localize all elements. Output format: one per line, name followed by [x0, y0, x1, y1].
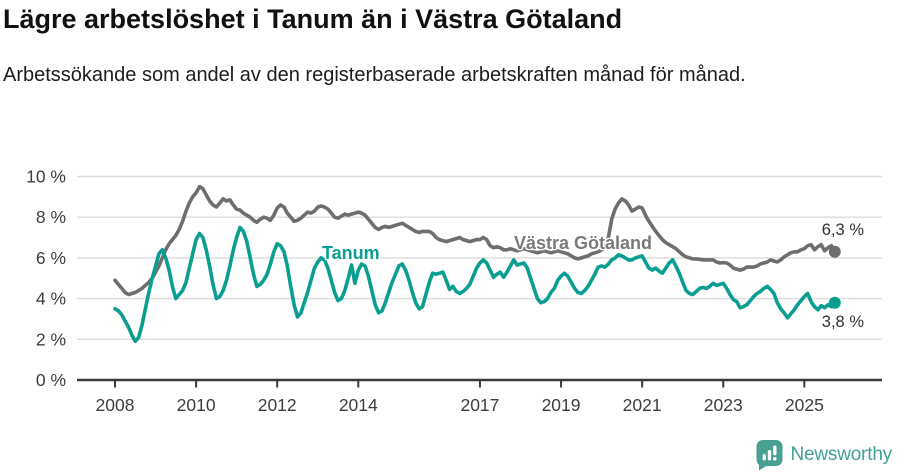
x-tick-label: 2017 [460, 395, 499, 415]
series-line-v-stra-g-taland [113, 184, 837, 297]
newsworthy-logo-icon [756, 440, 783, 471]
gridlines [77, 175, 882, 382]
series-label-vastra-gotaland: Västra Götaland [514, 233, 653, 253]
end-value-vastra-gotaland: 6,3 % [821, 221, 864, 239]
x-axis: 2008 2010 2012 2014 2017 2019 2021 2023 2025 [96, 380, 824, 415]
y-axis-labels: 0 % 2 % 4 % 6 % 8 % 10 % [26, 167, 66, 391]
end-value-tanum: 3,8 % [821, 313, 864, 331]
chart-subtitle: Arbetssökande som andel av den registerb… [3, 64, 746, 86]
y-tick-label: 8 % [36, 207, 66, 227]
x-tick-label: 2023 [704, 395, 743, 415]
x-tick-label: 2019 [542, 395, 581, 415]
newsworthy-brand-name: Newsworthy [790, 444, 893, 465]
end-dot-tanum [828, 296, 841, 309]
series-line-tanum [113, 225, 837, 344]
end-dot-v-stra-g-taland [828, 245, 841, 258]
x-tick-label: 2014 [339, 395, 378, 415]
newsworthy-branding: Newsworthy [755, 439, 892, 471]
y-tick-label: 4 % [36, 289, 66, 309]
series-lines [113, 184, 837, 344]
x-tick-label: 2021 [623, 395, 662, 415]
y-tick-label: 2 % [36, 329, 66, 349]
y-tick-label: 0 % [36, 370, 66, 390]
x-tick-label: 2012 [258, 395, 297, 415]
x-tick-label: 2008 [96, 395, 135, 415]
x-tick-label: 2025 [785, 395, 824, 415]
x-tick-label: 2010 [177, 395, 216, 415]
page-title: Lägre arbetslöshet i Tanum än i Västra G… [3, 4, 623, 34]
series-label-tanum: Tanum [322, 243, 380, 263]
y-tick-label: 10 % [26, 167, 66, 187]
y-tick-label: 6 % [36, 248, 66, 268]
end-dots [828, 245, 841, 309]
